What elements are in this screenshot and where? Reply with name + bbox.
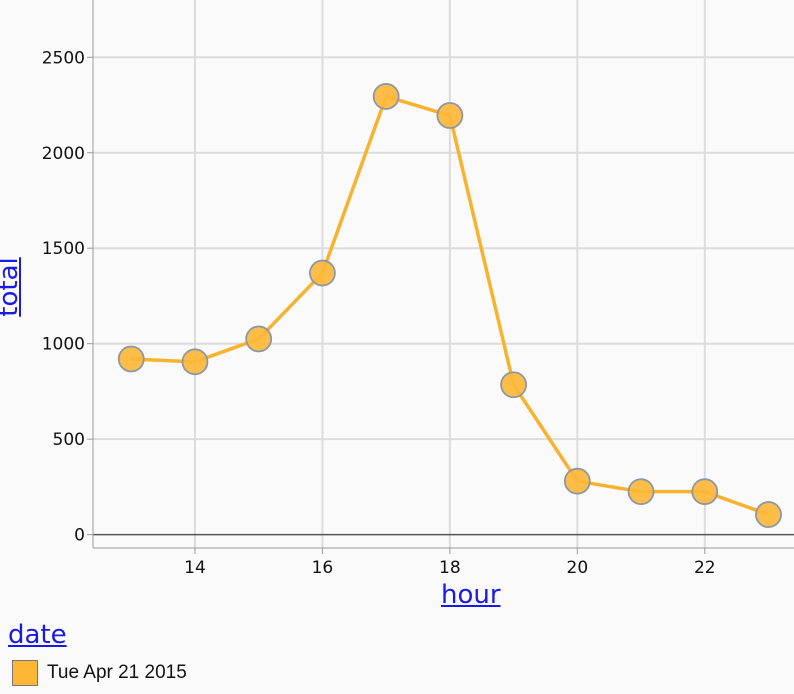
y-tick-label: 2500 — [42, 48, 85, 68]
x-tick-label: 18 — [439, 558, 461, 578]
legend-item[interactable]: Tue Apr 21 2015 — [8, 660, 187, 686]
y-tick-label: 0 — [74, 526, 85, 546]
x-tick-label: 14 — [184, 558, 206, 578]
y-tick-label: 500 — [53, 430, 85, 450]
data-point — [181, 348, 209, 376]
data-point — [309, 259, 336, 287]
x-axis-title[interactable]: hour — [441, 580, 501, 610]
legend-swatch — [12, 660, 38, 686]
x-tick-label: 20 — [567, 558, 589, 578]
series-group — [117, 83, 782, 528]
data-point — [563, 467, 591, 495]
data-point — [691, 478, 719, 506]
y-tick-label: 1500 — [42, 239, 85, 259]
x-tick-label: 16 — [312, 558, 334, 578]
data-point — [627, 478, 655, 506]
legend-label: Tue Apr 21 2015 — [47, 662, 187, 683]
data-point — [117, 345, 145, 373]
axes — [87, 0, 794, 554]
x-tick-label: 22 — [694, 558, 716, 578]
y-axis-title[interactable]: total — [0, 257, 24, 317]
tick-labels: 14 16 18 20 22 0 500 1000 1500 2000 2500 — [42, 48, 716, 578]
data-point — [436, 102, 464, 129]
y-tick-label: 2000 — [42, 144, 85, 164]
data-point — [245, 325, 273, 353]
data-point — [500, 371, 527, 399]
y-tick-label: 1000 — [42, 335, 85, 355]
legend-title[interactable]: date — [8, 620, 67, 650]
data-point — [372, 83, 400, 110]
legend: date Tue Apr 21 2015 — [8, 620, 187, 686]
data-point — [755, 501, 782, 528]
grid-lines — [93, 0, 794, 548]
